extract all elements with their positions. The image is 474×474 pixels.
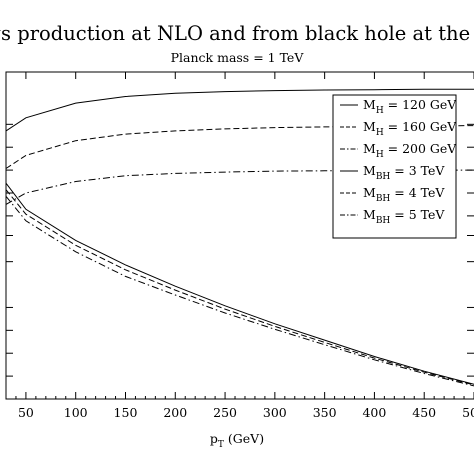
legend-label-rest: = 4 TeV <box>390 185 445 200</box>
x-axis: 50 100 150 200 250 300 350 400 450 500 <box>5 72 474 420</box>
legend-label-rest: = 3 TeV <box>390 163 445 178</box>
series-line-4 <box>5 182 474 385</box>
x-tick-label: 100 <box>64 405 88 420</box>
chart-title: Higgs production at NLO and from black h… <box>0 22 474 45</box>
x-tick-label: 400 <box>362 405 386 420</box>
legend-label-sub: BH <box>376 172 391 182</box>
x-tick-label: 50 <box>18 405 34 420</box>
legend-label-5: MBH = 4 TeV <box>363 185 445 204</box>
legend-label-sub: H <box>376 128 384 138</box>
legend-label-main: M <box>363 97 376 112</box>
series-line-1 <box>5 88 474 132</box>
legend-label-main: M <box>363 163 376 178</box>
x-tick-label: 300 <box>263 405 287 420</box>
legend-label-rest: = 160 GeV <box>384 119 458 134</box>
x-tick-label: 150 <box>114 405 138 420</box>
x-tick-label: 500 <box>462 405 474 420</box>
legend-label-6: MBH = 5 TeV <box>363 207 445 226</box>
x-axis-label-unit: (GeV) <box>224 431 264 446</box>
legend-label-3: MH = 200 GeV <box>363 141 457 160</box>
legend-label-main: M <box>363 141 376 156</box>
x-tick-label: 450 <box>412 405 436 420</box>
x-tick-label: 350 <box>313 405 337 420</box>
legend-label-2: MH = 160 GeV <box>363 119 457 138</box>
y-axis <box>6 123 474 377</box>
x-tick-label: 200 <box>163 405 187 420</box>
x-axis-label-sub: T <box>218 440 224 450</box>
x-tick-label: 250 <box>213 405 237 420</box>
legend-label-sub: H <box>376 150 384 160</box>
chart-subtitle: Planck mass = 1 TeV <box>171 50 305 65</box>
x-axis-label-main: p <box>210 431 218 446</box>
legend-label-rest: = 120 GeV <box>384 97 458 112</box>
legend-box <box>332 94 457 239</box>
legend-label-sub: BH <box>376 216 391 226</box>
legend-label-main: M <box>363 119 376 134</box>
legend-label-4: MBH = 3 TeV <box>363 163 445 182</box>
legend-label-sub: BH <box>376 194 391 204</box>
legend-label-main: M <box>363 185 376 200</box>
legend-label-main: M <box>363 207 376 222</box>
legend-label-rest: = 200 GeV <box>384 141 458 156</box>
legend-label-rest: = 5 TeV <box>390 207 445 222</box>
legend-label-1: MH = 120 GeV <box>363 97 457 116</box>
series-line-5 <box>5 189 474 386</box>
series-line-3 <box>5 169 474 205</box>
x-axis-label: pT (GeV) <box>210 431 264 450</box>
legend-label-sub: H <box>376 106 384 116</box>
series-line-6 <box>5 195 474 387</box>
